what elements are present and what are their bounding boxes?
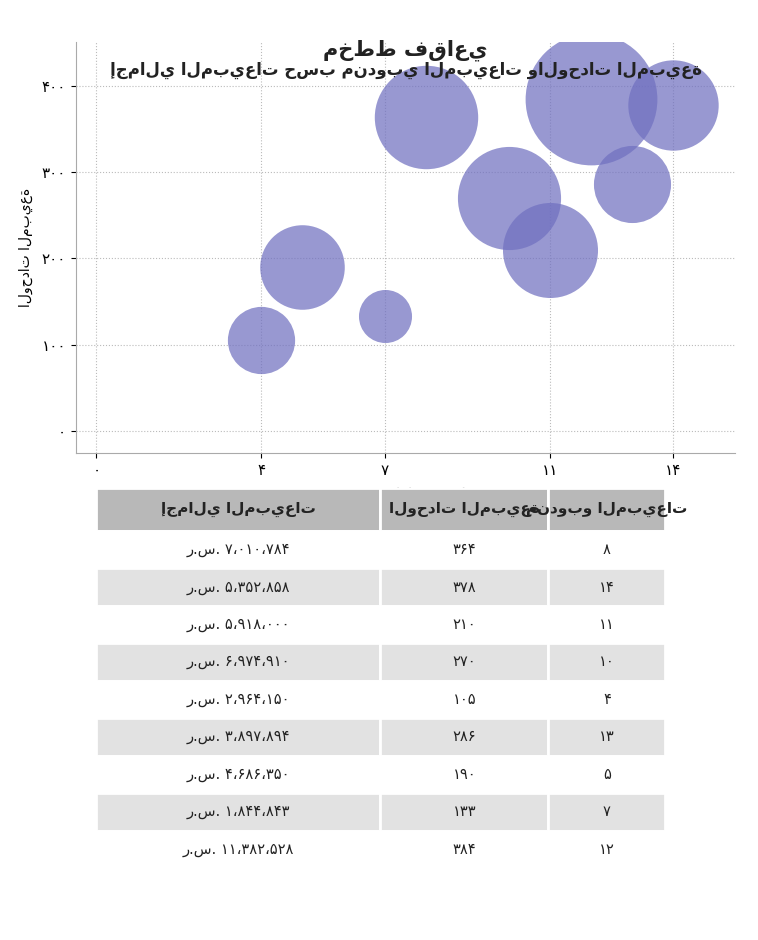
Text: ۱۳: ۱۳ [599,729,615,744]
Bar [96,756,381,793]
Bar [381,643,548,681]
Text: مندوبو المبيعات: مندوبو المبيعات [526,502,688,517]
Bar [548,681,666,718]
Text: ۲۷۰: ۲۷۰ [453,654,476,669]
Bar [548,718,666,756]
Point [296,259,309,274]
Bar [96,643,381,681]
Bar [381,793,548,831]
Text: ر.س. ۱،۸۴۴،۸۴۳: ر.س. ۱،۸۴۴،۸۴۳ [186,805,290,820]
Bar [548,605,666,643]
Bar [548,569,666,605]
Bar [548,756,666,793]
Bar [548,643,666,681]
Bar [381,569,548,605]
Bar [381,681,548,718]
Text: ۱۹۰: ۱۹۰ [453,767,476,782]
Text: ۱۴: ۱۴ [599,580,615,594]
Bar [96,605,381,643]
Point [503,190,515,205]
Bar [381,756,548,793]
Point [420,109,432,124]
Text: ر.س. ۶،۹۷۴،۹۱۰: ر.س. ۶،۹۷۴،۹۱۰ [186,654,290,669]
Text: الوحدات المبيعة: الوحدات المبيعة [389,502,540,517]
Text: ۱۰: ۱۰ [599,654,615,669]
Text: ر.س. ۳،۸۹۷،۸۹۴: ر.س. ۳،۸۹۷،۸۹۴ [186,729,290,744]
Text: ۴: ۴ [603,692,611,707]
Bar [548,488,666,531]
Point [585,92,597,107]
Text: ۲۱۰: ۲۱۰ [453,617,476,632]
Text: ۱۰۵: ۱۰۵ [453,692,476,707]
Bar [96,681,381,718]
Text: ۲۸۶: ۲۸۶ [453,729,476,744]
Text: ر.س. ۲،۹۶۴،۱۵۰: ر.س. ۲،۹۶۴،۱۵۰ [186,692,290,707]
Text: ۷: ۷ [603,805,611,820]
Text: ۱۳۳: ۱۳۳ [453,805,476,820]
Bar [96,831,381,869]
Y-axis label: الوحدات المبيعة: الوحدات المبيعة [19,188,33,307]
Bar [381,531,548,569]
Text: ۳۷۸: ۳۷۸ [453,580,476,594]
Text: إجمالي المبيعات حسب مندوبي المبيعات والوحدات المبيعة: إجمالي المبيعات حسب مندوبي المبيعات والو… [109,61,702,79]
Bar [96,569,381,605]
X-axis label: مندوبو المبيعات: مندوبو المبيعات [329,486,482,504]
Text: ر.س. ۴،۶۸۶،۳۵۰: ر.س. ۴،۶۸۶،۳۵۰ [186,767,290,782]
Point [379,308,391,323]
Point [255,333,268,348]
Bar [548,793,666,831]
Text: ۱۲: ۱۲ [599,842,615,857]
Point [543,243,556,258]
Bar [381,488,548,531]
Text: مخطط فقاعي: مخطط فقاعي [323,39,488,61]
Text: ۳۸۴: ۳۸۴ [453,842,476,857]
Text: ر.س. ۵،۹۱۸،۰۰۰: ر.س. ۵،۹۱۸،۰۰۰ [186,617,290,632]
Text: ۸: ۸ [603,542,611,557]
Bar [381,718,548,756]
Bar [96,793,381,831]
Text: ۳۶۴: ۳۶۴ [453,542,476,557]
Text: ر.س. ۵،۳۵۲،۸۵۸: ر.س. ۵،۳۵۲،۸۵۸ [186,580,290,594]
Text: ۱۱: ۱۱ [599,617,615,632]
Text: ر.س. ۷،۰۱۰،۷۸۴: ر.س. ۷،۰۱۰،۷۸۴ [186,542,290,557]
Bar [548,831,666,869]
Bar [381,831,548,869]
Text: ۵: ۵ [603,767,611,782]
Point [667,97,679,112]
Bar [381,605,548,643]
Bar [96,531,381,569]
Text: إجمالي المبيعات: إجمالي المبيعات [161,502,315,517]
Text: ر.س. ۱۱،۳۸۲،۵۲۸: ر.س. ۱۱،۳۸۲،۵۲۸ [183,842,293,857]
Bar [96,718,381,756]
Bar [96,488,381,531]
Point [626,177,638,192]
Bar [548,531,666,569]
